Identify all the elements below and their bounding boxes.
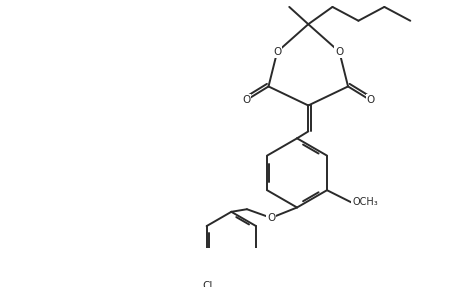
Text: OCH₃: OCH₃ (352, 197, 378, 207)
Text: O: O (242, 95, 250, 105)
Text: Cl: Cl (202, 281, 212, 287)
Text: O: O (273, 47, 281, 57)
Text: O: O (335, 47, 344, 57)
Text: O: O (267, 213, 275, 223)
Text: O: O (367, 95, 375, 105)
